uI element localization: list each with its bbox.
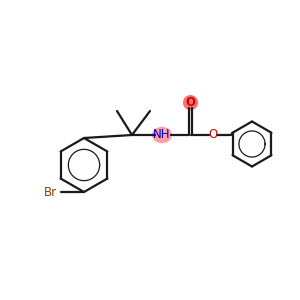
Text: O: O — [208, 128, 217, 142]
Text: O: O — [185, 96, 196, 109]
Text: Br: Br — [44, 185, 57, 199]
Circle shape — [184, 96, 197, 110]
Text: NH: NH — [153, 128, 171, 142]
Ellipse shape — [153, 128, 171, 142]
